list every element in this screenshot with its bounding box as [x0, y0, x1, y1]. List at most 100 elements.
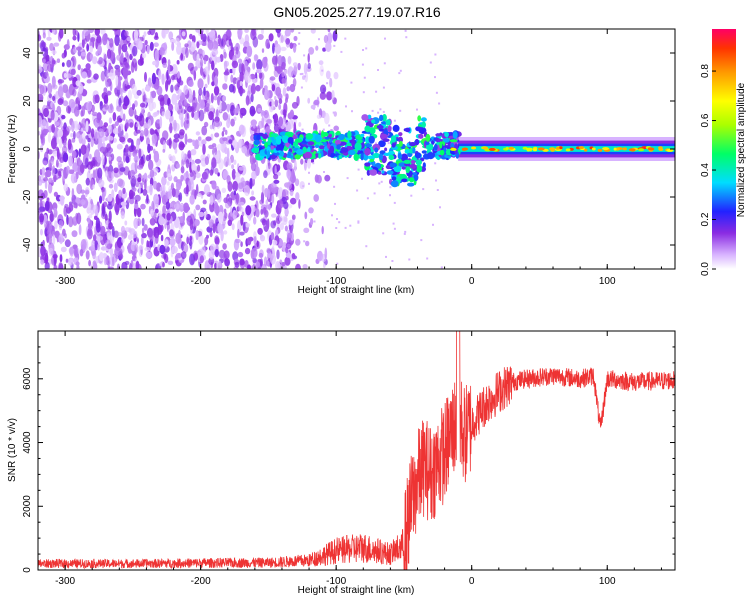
spectrogram-cell [92, 56, 98, 65]
spectrogram-cell [435, 179, 437, 182]
spectrogram-cell [141, 232, 147, 239]
spectrogram-cell [54, 220, 58, 230]
spectrogram-cell [250, 93, 254, 103]
spectrogram-cell [56, 120, 63, 128]
spectrogram-cell [151, 90, 157, 99]
spectrogram-cell [129, 192, 134, 201]
spectrogram-cell [179, 205, 184, 213]
spectrogram-cell [393, 227, 396, 230]
spectrogram-cell [224, 212, 228, 219]
spectrogram-cell [185, 158, 190, 169]
spectrogram-cell [139, 102, 146, 108]
spectrogram-cell [369, 158, 375, 163]
spectrogram-cell [275, 54, 278, 65]
spectrogram-cell [164, 239, 169, 247]
x-tick-label: -200 [191, 576, 211, 587]
spectrogram-cell [302, 264, 308, 269]
spectrogram-cell [425, 141, 430, 146]
spectrogram-cell [49, 177, 54, 183]
spectrogram-cell [420, 117, 427, 122]
spectrogram-cell [410, 160, 416, 164]
spectrogram-cell [211, 180, 217, 190]
spectrogram-cell [51, 123, 55, 133]
spectrogram-cell [217, 211, 224, 224]
spectrogram-cell [252, 124, 256, 129]
spectrogram-cell [397, 152, 403, 160]
spectrogram-cell [379, 128, 384, 132]
spectrogram-cell [318, 60, 324, 66]
spectrogram-cell [263, 89, 270, 101]
spectrogram-cell [72, 35, 77, 41]
spectrogram-cell [239, 108, 245, 114]
spectrogram-cell [199, 99, 206, 110]
spectrogram-cell [92, 94, 97, 105]
spectrogram-cell [315, 144, 320, 148]
spectrogram-cell [220, 229, 224, 242]
spectrogram-cell [421, 150, 427, 154]
spectrogram-cell [72, 29, 76, 37]
y-tick-label: 6000 [22, 367, 33, 390]
spectrogram-cell [286, 86, 291, 92]
spectrogram-cell [165, 190, 169, 203]
spectrogram-cell [237, 228, 240, 239]
spectrogram-cell [233, 159, 237, 165]
spectrogram-cell [332, 111, 335, 114]
spectrogram-cell [354, 142, 362, 151]
spectrogram-cell [232, 180, 239, 192]
spectrogram-cell [192, 89, 196, 101]
spectrogram-cell [224, 147, 228, 155]
spectrogram-cell [234, 261, 240, 268]
spectrogram-cell [293, 64, 298, 76]
spectrogram-cell [134, 194, 141, 202]
spectrogram-cell [149, 29, 156, 36]
spectrogram-cell [71, 120, 75, 132]
spectrogram-cell [299, 181, 305, 190]
spectrogram-cell [222, 243, 227, 250]
spectrogram-cell [303, 227, 310, 233]
spectrogram-cell [95, 132, 100, 140]
spectrogram-cell [298, 32, 301, 34]
spectrogram-cell [136, 89, 142, 96]
spectrogram-cell [109, 247, 114, 258]
spectrogram-cell [284, 225, 288, 232]
spectrogram-cell [323, 171, 325, 173]
spectrogram-cell [405, 166, 410, 174]
spectrogram-cell [357, 168, 360, 171]
spectrogram-cell [374, 142, 377, 145]
spectrogram-cell [260, 110, 265, 117]
spectrogram-cell [218, 158, 224, 170]
x-tick-label: 100 [599, 276, 616, 287]
spectrogram-cell [176, 44, 182, 55]
spectrogram-cell [131, 83, 137, 96]
spectrogram-cell [81, 71, 88, 79]
spectrogram-cell [85, 63, 91, 71]
spectrogram-cell [263, 256, 268, 267]
spectrogram-cell [436, 189, 439, 191]
spectrogram-cell [149, 218, 156, 226]
spectrogram-cell [258, 120, 263, 129]
spectrogram-cell [246, 237, 252, 246]
spectrogram-cell [398, 132, 403, 137]
spectrogram-cell [214, 75, 219, 87]
spectrogram-cell [215, 56, 221, 63]
spectrogram-cell [168, 31, 174, 40]
spectrogram-cell [294, 138, 303, 143]
spectrogram-cell [658, 148, 664, 151]
spectrogram-cell [287, 151, 292, 157]
spectrogram-cell [338, 133, 345, 141]
y-tick-label: 2000 [22, 495, 33, 518]
spectrogram-cell [261, 219, 267, 226]
spectrogram-cell [392, 124, 400, 132]
spectrogram-cell [73, 46, 78, 54]
spectrogram-cell [287, 55, 292, 65]
spectrogram-cell [114, 121, 119, 127]
spectrogram-cell [181, 159, 184, 168]
spectrogram-cell [385, 119, 391, 126]
spectrogram-cell [185, 47, 189, 59]
spectrogram-cell [129, 45, 133, 51]
spectrogram-cell [40, 192, 46, 200]
spectrogram-cell [67, 138, 72, 151]
spectrogram-cell [169, 229, 175, 237]
spectrogram-cell [222, 95, 227, 102]
